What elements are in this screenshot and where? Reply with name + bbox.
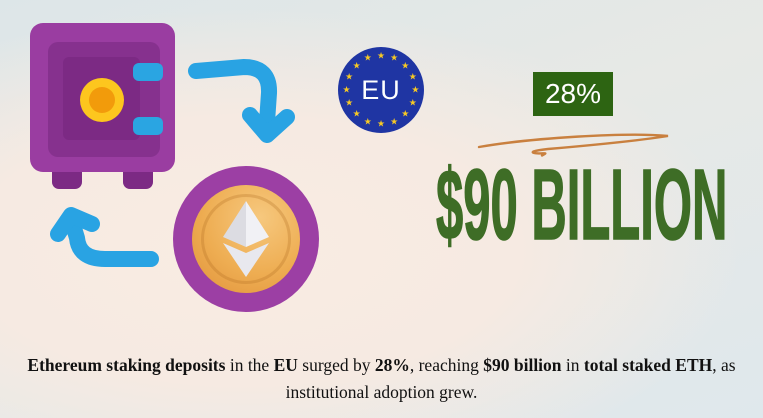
vault-hinge-bottom bbox=[133, 117, 163, 135]
eu-star-icon: ★ bbox=[411, 84, 420, 95]
eu-star-icon: ★ bbox=[390, 116, 399, 127]
eu-star-icon: ★ bbox=[352, 108, 361, 119]
eu-badge-icon: ★ ★ ★ ★ ★ ★ ★ ★ ★ ★ ★ ★ ★ ★ ★ ★ EU bbox=[338, 47, 424, 133]
eu-star-icon: ★ bbox=[408, 71, 417, 82]
caption-segment: $90 billion bbox=[483, 355, 562, 375]
vault-dial-center bbox=[89, 87, 115, 113]
eu-star-icon: ★ bbox=[408, 97, 417, 108]
vault-hinge-top bbox=[133, 63, 163, 81]
caption-segment: , as bbox=[712, 355, 736, 375]
caption-segment: in the bbox=[225, 355, 274, 375]
eu-star-icon: ★ bbox=[390, 52, 399, 63]
percent-badge: 28% bbox=[533, 72, 613, 116]
eu-star-icon: ★ bbox=[342, 84, 351, 95]
caption-segment: EU bbox=[273, 355, 298, 375]
headline-wrap: $90 BILLION bbox=[436, 149, 763, 261]
caption: Ethereum staking deposits in the EU surg… bbox=[0, 352, 763, 406]
eu-star-icon: ★ bbox=[401, 60, 410, 71]
caption-segment: Ethereum staking deposits bbox=[27, 355, 226, 375]
eu-star-icon: ★ bbox=[345, 71, 354, 82]
vault-foot-right bbox=[123, 172, 153, 189]
squiggle-underline-icon bbox=[477, 133, 669, 157]
caption-segment: 28% bbox=[374, 355, 410, 375]
caption-segment: in bbox=[561, 355, 584, 375]
eu-star-icon: ★ bbox=[401, 108, 410, 119]
caption-segment: surged by bbox=[297, 355, 375, 375]
headline-amount: $90 BILLION bbox=[436, 149, 728, 261]
caption-segment: institutional adoption grew. bbox=[285, 382, 478, 402]
curved-arrow-up-icon bbox=[50, 207, 159, 267]
ethereum-coin-icon bbox=[173, 166, 319, 312]
eu-stars: ★ ★ ★ ★ ★ ★ ★ ★ ★ ★ ★ ★ ★ ★ ★ ★ bbox=[338, 47, 424, 133]
eu-star-icon: ★ bbox=[352, 60, 361, 71]
caption-segment: , reaching bbox=[409, 355, 484, 375]
caption-segment: total staked ETH bbox=[583, 355, 713, 375]
curved-arrow-down-icon bbox=[188, 59, 295, 143]
eu-badge-label: EU bbox=[361, 74, 401, 105]
ethereum-diamond-icon bbox=[223, 201, 269, 277]
eu-star-icon: ★ bbox=[376, 118, 386, 129]
safe-vault-icon bbox=[30, 23, 175, 191]
eu-star-icon: ★ bbox=[363, 116, 372, 127]
eu-star-icon: ★ bbox=[363, 52, 372, 63]
eu-star-icon: ★ bbox=[345, 97, 354, 108]
eu-star-icon: ★ bbox=[376, 50, 386, 61]
coin-inner-rim bbox=[201, 194, 291, 284]
vault-foot-left bbox=[52, 172, 82, 189]
